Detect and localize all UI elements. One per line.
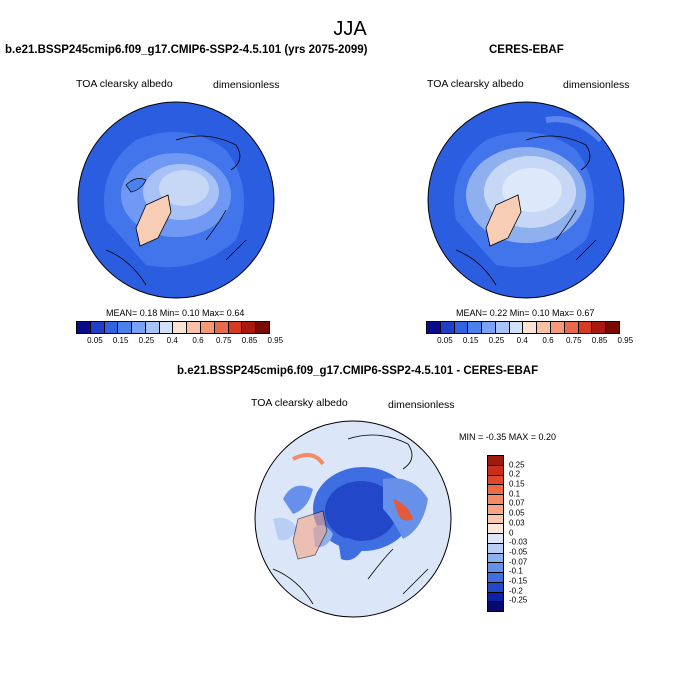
colorbar-swatch (564, 322, 579, 333)
colorbar-swatch (173, 322, 188, 333)
colorbar-swatch (159, 322, 174, 333)
colorbar-tick-label: 0.75 (565, 336, 582, 345)
colorbar-swatch (488, 465, 503, 476)
diff-stats: MIN = -0.35 MAX = 0.20 (459, 432, 557, 442)
colorbar-swatch (104, 322, 119, 333)
colorbar-swatch (578, 322, 593, 333)
colorbar-swatch (592, 322, 607, 333)
colorbar-swatch (488, 475, 503, 486)
colorbar-swatch (256, 322, 269, 333)
colorbar-swatch (118, 322, 133, 333)
colorbar-swatch (495, 322, 510, 333)
colorbar-swatch (214, 322, 229, 333)
colorbar-tick-label: 0.1 (509, 489, 521, 499)
colorbar-swatch (482, 322, 496, 333)
colorbar-swatch (228, 322, 243, 333)
model-panel-title: b.e21.BSSP245cmip6.f09_g17.CMIP6-SSP2-4.… (5, 44, 368, 56)
diff-polar-map (254, 420, 452, 618)
colorbar-swatch (488, 524, 503, 534)
colorbar-tick-label: 0.2 (509, 469, 521, 479)
colorbar-swatch (90, 322, 105, 333)
colorbar-swatch (77, 322, 91, 333)
obs-variable-label: TOA clearsky albedo (427, 78, 524, 90)
colorbar-swatch (488, 495, 503, 505)
colorbar-tick-label: 0.05 (87, 336, 103, 345)
diff-units-label: dimensionless (388, 399, 455, 411)
colorbar-tick-label: 0.85 (591, 336, 608, 345)
colorbar-swatch (427, 322, 441, 333)
colorbar-swatch (132, 322, 146, 333)
colorbar-tick-label: 0.75 (215, 336, 232, 345)
colorbar-tick-label: 0.4 (166, 336, 178, 345)
colorbar-tick-label: 0.05 (437, 336, 453, 345)
colorbar-swatch (606, 322, 619, 333)
obs-polar-map (427, 101, 625, 299)
colorbar-tick-label: 0 (509, 528, 514, 537)
colorbar-tick-label: 0.25 (488, 336, 505, 345)
colorbar-tick-label: -0.03 (509, 537, 528, 547)
colorbar-swatch (488, 534, 503, 544)
colorbar-swatch (488, 456, 503, 466)
colorbar-tick-label: 0.6 (192, 336, 204, 345)
obs-panel-title: CERES-EBAF (489, 44, 564, 56)
model-colorbar: 0.05 0.15 0.25 0.4 0.6 0.75 0.85 0.95 (76, 321, 283, 345)
season-title: JJA (333, 18, 367, 40)
colorbar-tick-label: -0.1 (509, 566, 523, 576)
colorbar-tick-label: -0.05 (509, 547, 528, 557)
model-stats: MEAN= 0.18 Min= 0.10 Max= 0.64 (106, 308, 245, 318)
colorbar-swatch (551, 322, 565, 333)
colorbar-swatch (145, 322, 160, 333)
colorbar-swatch (488, 563, 503, 573)
colorbar-tick-label: 0.05 (509, 508, 525, 518)
colorbar-swatch (488, 543, 503, 554)
colorbar-tick-label: 0.07 (509, 498, 525, 508)
colorbar-tick-label: -0.15 (509, 576, 528, 586)
colorbar-tick-label: -0.2 (509, 586, 523, 596)
colorbar-tick-label: 0.95 (267, 336, 284, 345)
colorbar-swatch (468, 322, 483, 333)
colorbar-swatch (488, 504, 503, 515)
colorbar-tick-label: 0.25 (509, 460, 525, 470)
colorbar-tick-label: -0.25 (509, 595, 528, 605)
colorbar-swatch (242, 322, 257, 333)
colorbar-swatch (488, 602, 503, 611)
colorbar-swatch (488, 573, 503, 583)
colorbar-swatch (440, 322, 455, 333)
colorbar-tick-label: 0.03 (509, 518, 525, 528)
colorbar-swatch (509, 322, 524, 333)
model-units-label: dimensionless (213, 79, 280, 91)
colorbar-tick-label: 0.25 (138, 336, 155, 345)
colorbar-swatch (201, 322, 215, 333)
diff-panel-title: b.e21.BSSP245cmip6.f09_g17.CMIP6-SSP2-4.… (177, 365, 539, 377)
colorbar-tick-label: 0.15 (462, 336, 479, 345)
diff-colorbar: 0.25 0.2 0.15 0.1 0.07 0.05 0.03 0 -0.03 -0.05 -0.… (487, 455, 527, 612)
colorbar-swatch (488, 485, 503, 495)
colorbar-tick-label: 0.95 (617, 336, 634, 345)
colorbar-swatch (454, 322, 469, 333)
colorbar-swatch (187, 322, 202, 333)
colorbar-swatch (488, 582, 503, 593)
model-variable-label: TOA clearsky albedo (76, 78, 173, 90)
diff-variable-label: TOA clearsky albedo (251, 397, 348, 409)
colorbar-tick-label: -0.07 (509, 557, 528, 567)
colorbar-tick-label: 0.15 (112, 336, 129, 345)
colorbar-swatch (523, 322, 538, 333)
obs-colorbar: 0.05 0.15 0.25 0.4 0.6 0.75 0.85 0.95 (426, 321, 633, 345)
colorbar-tick-label: 0.6 (542, 336, 554, 345)
model-polar-map (77, 101, 275, 299)
colorbar-tick-label: 0.85 (241, 336, 258, 345)
colorbar-swatch (488, 514, 503, 525)
colorbar-swatch (537, 322, 552, 333)
colorbar-swatch (488, 592, 503, 603)
colorbar-tick-label: 0.4 (516, 336, 528, 345)
obs-units-label: dimensionless (563, 79, 630, 91)
colorbar-tick-label: 0.15 (509, 479, 525, 489)
obs-stats: MEAN= 0.22 Min= 0.10 Max= 0.67 (456, 308, 595, 318)
colorbar-swatch (488, 553, 503, 564)
